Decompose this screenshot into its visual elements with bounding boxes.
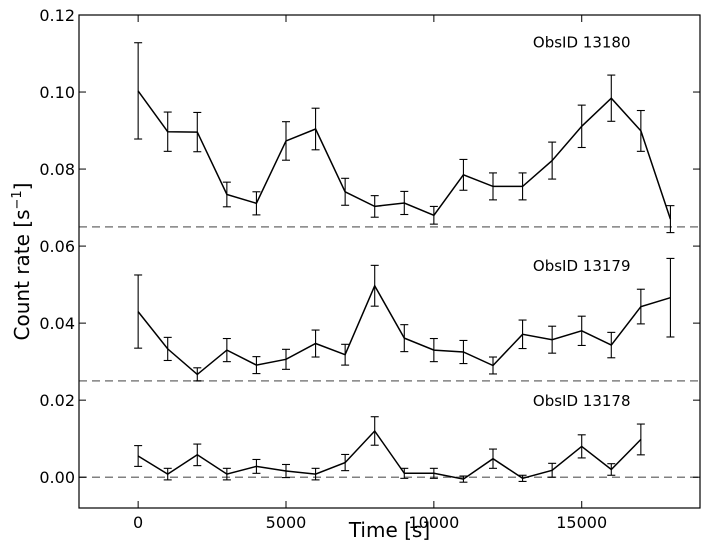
error-bar	[193, 443, 202, 467]
error-bar	[459, 158, 468, 191]
error-bar	[636, 109, 645, 152]
error-bar	[252, 191, 261, 216]
x-tick-label: 10000	[408, 513, 459, 532]
y-tick-label: 0.00	[39, 468, 75, 487]
error-bar	[429, 467, 438, 479]
error-bar	[459, 475, 468, 483]
error-bar	[370, 264, 379, 307]
y-tick-label: 0.08	[39, 160, 75, 179]
x-axis-label: Time [s]	[348, 518, 430, 542]
series-label: ObsID 13178	[533, 392, 631, 410]
error-bar	[459, 339, 468, 365]
error-bar	[666, 205, 675, 234]
error-bar	[518, 319, 527, 350]
error-bar	[193, 367, 202, 382]
error-bar	[548, 325, 557, 354]
error-bar	[489, 448, 497, 469]
error-bar	[163, 467, 172, 481]
error-bar	[222, 337, 231, 363]
error-bar	[518, 172, 527, 201]
plot-frame	[78, 14, 701, 509]
series-group	[134, 42, 675, 483]
error-bar	[548, 141, 557, 180]
series-0	[134, 42, 675, 234]
x-tick-label: 0	[133, 513, 143, 532]
error-bar	[400, 190, 409, 216]
error-bar	[666, 257, 675, 338]
x-axis-ticks: 0 5000 10000 15000	[133, 15, 607, 532]
error-bar	[311, 467, 320, 481]
error-bar	[489, 356, 497, 375]
error-bar	[429, 205, 438, 225]
error-bar	[134, 42, 143, 140]
series-line	[137, 429, 642, 480]
error-bar	[429, 337, 438, 363]
error-bar	[400, 467, 409, 479]
y-axis-ticks: 0.00 0.02 0.04 0.06 0.08 0.10 0.12	[39, 6, 700, 487]
y-axis-label-exponent: −1	[10, 190, 25, 209]
series-label: ObsID 13180	[533, 34, 631, 52]
error-bar	[341, 343, 350, 366]
error-bar	[252, 458, 261, 474]
y-tick-label: 0.06	[39, 237, 75, 256]
error-bar	[489, 172, 497, 201]
error-bar	[607, 331, 616, 359]
error-bar	[370, 416, 379, 446]
error-bar	[370, 195, 379, 218]
y-tick-label: 0.04	[39, 314, 75, 333]
error-bar	[282, 348, 290, 370]
x-tick-label: 5000	[266, 513, 307, 532]
error-bar	[577, 104, 586, 149]
error-bar	[222, 181, 231, 208]
error-bar	[577, 434, 586, 459]
error-bar	[311, 329, 320, 358]
y-tick-label: 0.02	[39, 391, 75, 410]
y-axis-label: Count rate [s−1]	[10, 183, 34, 341]
error-bar	[607, 74, 616, 122]
error-bar	[400, 324, 409, 353]
error-bar	[607, 463, 616, 476]
error-bar	[282, 463, 290, 479]
error-bar	[134, 445, 143, 467]
error-bar	[636, 423, 645, 456]
error-bar	[518, 474, 527, 482]
x-tick-label: 15000	[556, 513, 607, 532]
series-1	[134, 257, 675, 382]
error-bar	[636, 288, 645, 325]
error-bar	[222, 467, 231, 481]
error-bar	[163, 336, 172, 362]
error-bar	[548, 462, 557, 478]
error-bar	[282, 121, 290, 161]
error-bar	[163, 111, 172, 152]
error-bar	[252, 356, 261, 375]
y-axis-label-tail: ]	[10, 183, 34, 191]
error-bar	[193, 111, 202, 153]
y-tick-label: 0.12	[39, 6, 75, 25]
series-label-group: ObsID 13180 ObsID 13179 ObsID 13178	[533, 34, 631, 410]
error-bar	[341, 453, 350, 472]
error-bar	[577, 315, 586, 347]
error-bar	[311, 107, 320, 151]
error-bar	[134, 274, 143, 349]
y-axis-label-main: Count rate [s	[10, 210, 34, 341]
y-tick-label: 0.10	[39, 83, 75, 102]
series-2	[134, 416, 645, 483]
series-label: ObsID 13179	[533, 257, 631, 275]
error-bar	[341, 177, 350, 206]
